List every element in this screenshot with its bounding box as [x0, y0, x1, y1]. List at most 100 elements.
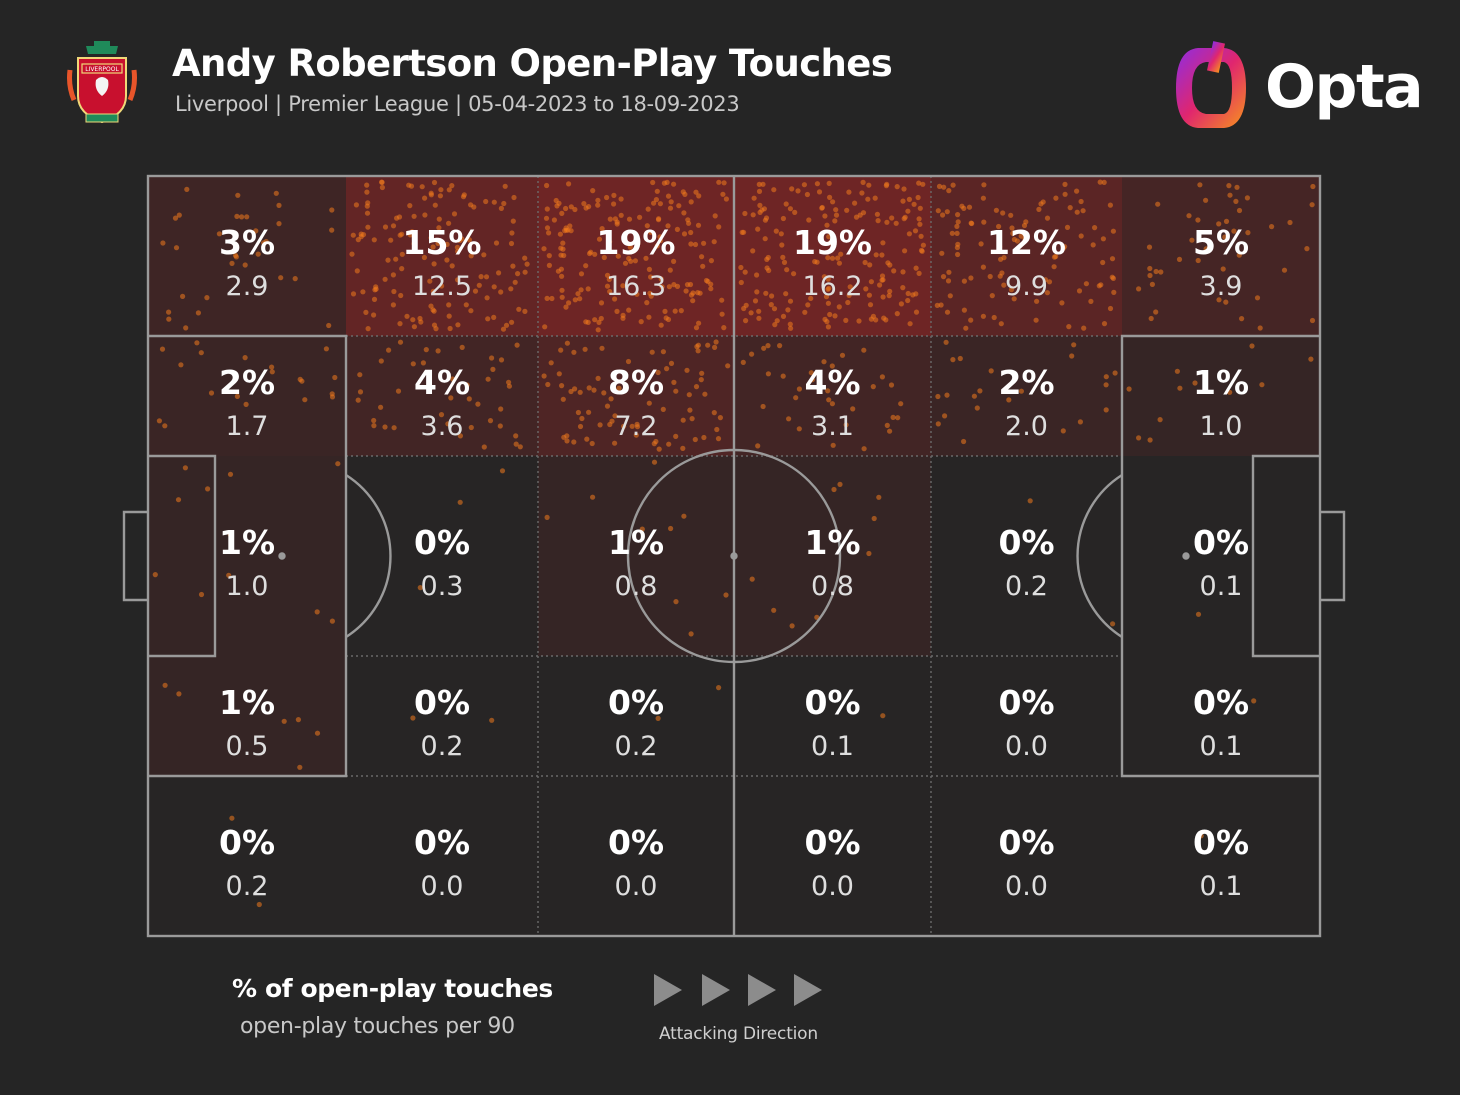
touch-dot [779, 242, 785, 248]
touch-dot [428, 235, 434, 241]
heat-layer [148, 176, 1320, 776]
legend-percent-label: % of open-play touches [232, 974, 553, 1003]
touch-dot [560, 240, 566, 246]
touch-dot [824, 222, 830, 228]
touch-dot [887, 428, 893, 434]
touch-dot [446, 302, 452, 308]
touch-dot [590, 188, 596, 194]
touch-dot [688, 292, 695, 298]
touch-dot [546, 230, 552, 236]
touch-dot [829, 255, 836, 261]
touch-dot [614, 219, 620, 225]
touch-dot [825, 255, 831, 261]
touch-dot [485, 316, 491, 322]
touch-dot [693, 189, 699, 195]
touch-dot [683, 288, 689, 294]
attacking-direction-label: Attacking Direction [659, 1024, 818, 1044]
touch-dot [544, 225, 551, 231]
zone-percent-label: 0% [998, 823, 1054, 862]
touch-dot [393, 256, 399, 262]
touch-dot [411, 324, 417, 330]
touch-dot [891, 268, 897, 274]
touch-dot [885, 260, 891, 266]
touch-dot [371, 237, 377, 243]
zone-percent-label: 1% [608, 523, 664, 562]
touch-dot [1147, 272, 1153, 279]
touch-dot [489, 717, 495, 723]
touch-dot [1234, 184, 1240, 190]
touch-dot [765, 371, 772, 377]
touch-dot [559, 294, 565, 300]
zone-per90-label: 1.7 [226, 411, 269, 442]
touch-dot [941, 184, 947, 190]
touch-dot [884, 181, 890, 187]
touch-dot [857, 212, 863, 218]
touch-dot [459, 236, 465, 242]
touch-dot [830, 442, 836, 448]
touch-dot [551, 217, 558, 223]
zone-per90-label: 1.0 [226, 571, 269, 602]
touch-dot [760, 403, 766, 410]
touch-dot [563, 304, 569, 310]
touch-dot [890, 414, 896, 420]
touch-dot [1231, 228, 1237, 234]
touch-dot [618, 212, 624, 218]
touch-dot [455, 277, 461, 283]
touch-dot [543, 215, 550, 221]
touch-dot [601, 390, 607, 396]
attacking-direction-arrows-icon [654, 974, 822, 1006]
touch-dot [769, 293, 775, 299]
touch-dot [448, 395, 454, 401]
touch-dot [472, 288, 479, 294]
heat-cell [931, 336, 1122, 456]
touch-dot [796, 426, 802, 432]
touch-dot [649, 349, 655, 355]
touch-dot [172, 215, 179, 221]
touch-dot [780, 373, 786, 379]
touch-dot [1220, 266, 1226, 272]
touch-dot [365, 200, 371, 206]
touch-dot [612, 440, 618, 446]
touch-dot [371, 423, 377, 429]
touch-dot [1136, 286, 1142, 292]
touch-dot [439, 245, 445, 251]
zone-per90-label: 0.1 [811, 731, 854, 762]
touch-dot [998, 256, 1004, 262]
touch-dot [911, 201, 917, 207]
touch-dot [1107, 202, 1113, 208]
touch-dot [314, 730, 321, 736]
zone-percent-label: 0% [1193, 683, 1249, 722]
touch-dot [721, 180, 727, 186]
touch-dot [1287, 219, 1293, 226]
touch-dot [559, 383, 565, 389]
touch-dot [365, 224, 371, 230]
touch-dot [968, 317, 974, 323]
touch-dot [1067, 205, 1073, 211]
touch-dot [836, 304, 842, 310]
touch-dot [643, 255, 649, 261]
touch-dot [633, 432, 639, 438]
touch-dot [583, 263, 589, 269]
touch-dot [667, 267, 673, 273]
touch-dot [974, 405, 980, 411]
touch-dot [162, 423, 168, 429]
touch-dot [449, 263, 455, 269]
zone-percent-label: 1% [1193, 363, 1249, 402]
touch-dot [981, 182, 987, 188]
touch-dot [689, 416, 695, 422]
touch-dot [182, 465, 188, 471]
touch-dot [575, 409, 582, 416]
touch-dot [716, 685, 722, 691]
touch-dot [825, 324, 832, 330]
zone-per90-label: 3.9 [1200, 271, 1243, 302]
touch-dot [783, 201, 789, 207]
touch-dot [945, 278, 952, 284]
touch-dot [410, 715, 416, 721]
touch-dot [774, 318, 780, 324]
touch-dot [1103, 382, 1109, 388]
zone-percent-label: 2% [998, 363, 1054, 402]
touch-dot [703, 277, 710, 284]
touch-dot [920, 181, 926, 187]
touch-dot [451, 211, 458, 217]
touch-dot [978, 241, 984, 247]
